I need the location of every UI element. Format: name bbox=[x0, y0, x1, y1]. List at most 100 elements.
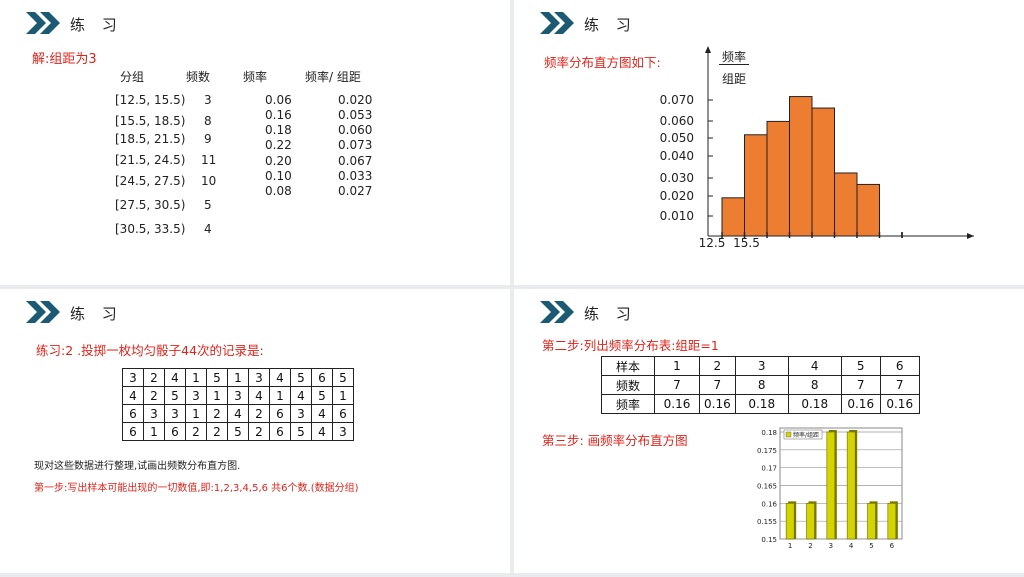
x-tick-label: 1 bbox=[788, 542, 792, 550]
count-value: 3 bbox=[204, 93, 212, 107]
table-cell: 4 bbox=[269, 368, 291, 387]
instruction-note: 现对这些数据进行整理,试画出频数分布直方图. bbox=[34, 461, 241, 472]
table-cell: 6 bbox=[122, 422, 144, 441]
table-row: 频率 0.16 0.16 0.18 0.18 0.16 0.16 bbox=[601, 394, 920, 414]
table-cell: 5 bbox=[206, 368, 228, 387]
exercise-prompt: 练习:2 .投掷一枚均匀骰子44次的记录是: bbox=[36, 343, 264, 358]
table-cell: 0.16 bbox=[879, 394, 920, 414]
table-cell: 0.16 bbox=[840, 394, 881, 414]
histogram-bar bbox=[867, 503, 876, 540]
slide-title: 练 习 bbox=[70, 305, 123, 323]
y-tick-label: 0.040 bbox=[660, 149, 694, 163]
double-chevron-icon bbox=[26, 12, 60, 34]
x-tick-label: 2 bbox=[808, 542, 812, 550]
group-label: [27.5, 30.5) bbox=[115, 198, 186, 212]
histogram-bar bbox=[856, 183, 880, 237]
histogram-bar bbox=[834, 172, 858, 237]
table-cell: 5 bbox=[311, 386, 333, 405]
count-value: 9 bbox=[204, 132, 212, 146]
y-tick-label: 0.155 bbox=[757, 518, 777, 526]
table-cell: 2 bbox=[206, 404, 228, 423]
table-cell: 2 bbox=[248, 404, 270, 423]
frequency-table: 样本 1 2 3 4 5 6 频数 7 7 8 8 7 7 频率 0.16 0.… bbox=[601, 356, 920, 414]
rate-value: 0.08 bbox=[265, 184, 292, 198]
table-cell: 1 bbox=[269, 386, 291, 405]
histogram-bar bbox=[887, 503, 897, 540]
double-chevron-icon bbox=[540, 12, 574, 34]
table-cell: 0.18 bbox=[787, 394, 842, 414]
rate-per-width-value: 0.027 bbox=[338, 184, 373, 198]
histogram-caption: 频率分布直方图如下: bbox=[544, 55, 661, 70]
y-tick-label: 0.15 bbox=[761, 536, 777, 544]
y-tick-label: 0.060 bbox=[660, 114, 694, 128]
table-cell: 0.16 bbox=[654, 394, 700, 414]
table-cell: 5 bbox=[290, 422, 312, 441]
slide-panel-2: 练 习 频率分布直方图如下: 频率 组距 0.070 0.060 0.050 0.04… bbox=[514, 0, 1024, 285]
table-cell: 2 bbox=[143, 386, 165, 405]
legend-swatch bbox=[785, 431, 792, 438]
histogram-bar bbox=[766, 120, 790, 237]
table-cell: 1 bbox=[332, 386, 354, 405]
rate-per-width-value: 0.053 bbox=[338, 108, 373, 122]
table-cell: 4 bbox=[311, 404, 333, 423]
histogram-bar bbox=[826, 431, 836, 540]
table-cell: 6 bbox=[332, 404, 354, 423]
count-value: 5 bbox=[204, 198, 212, 212]
slide-title: 练 习 bbox=[70, 16, 123, 34]
x-tick-label: 5 bbox=[869, 542, 873, 550]
table-cell: 1 bbox=[227, 368, 249, 387]
table-cell: 1 bbox=[185, 368, 207, 387]
histogram-bar bbox=[846, 431, 856, 540]
solution-text: 解:组距为3 bbox=[32, 52, 97, 67]
histogram-bar bbox=[806, 503, 815, 540]
dice-frequency-histogram: 0.18 0.175 0.17 0.165 0.16 0.155 0.15 频率/组距 1 2 3 4… bbox=[757, 427, 903, 550]
group-label: [30.5, 33.5) bbox=[115, 222, 186, 236]
table-cell: 1 bbox=[206, 386, 228, 405]
group-label: [24.5, 27.5) bbox=[115, 174, 186, 188]
group-label: [18.5, 21.5) bbox=[115, 132, 186, 146]
legend-label: 频率/组距 bbox=[793, 431, 819, 439]
rate-value: 0.18 bbox=[265, 123, 292, 137]
table-cell: 3 bbox=[227, 386, 249, 405]
y-axis-arrow bbox=[705, 46, 711, 53]
histogram-bar bbox=[744, 134, 768, 237]
table-cell: 6 bbox=[122, 404, 144, 423]
rate-per-width-value: 0.060 bbox=[338, 123, 373, 137]
slide-panel-4: 练 习 第二步:列出频率分布表:组距=1 样本 1 2 3 4 5 6 频数 7… bbox=[514, 289, 1024, 573]
table-cell: 4 bbox=[122, 386, 144, 405]
rate-per-width-value: 0.067 bbox=[338, 154, 373, 168]
y-tick-label: 0.165 bbox=[757, 483, 777, 491]
table-cell: 2 bbox=[248, 422, 270, 441]
y-tick-label: 0.010 bbox=[660, 209, 694, 223]
table-cell: 4 bbox=[164, 368, 186, 387]
histogram-bar bbox=[811, 107, 835, 237]
histogram-bar bbox=[721, 197, 745, 237]
y-tick-label: 0.030 bbox=[660, 171, 694, 185]
frequency-histogram: 0.070 0.060 0.050 0.040 0.030 0.020 0.010 12.5 1… bbox=[660, 46, 974, 250]
table-cell: 4 bbox=[290, 386, 312, 405]
table-cell: 2 bbox=[185, 422, 207, 441]
group-label: [21.5, 24.5) bbox=[115, 153, 186, 167]
header-rate-per-width: 频率/ 组距 bbox=[305, 70, 361, 84]
y-tick-label: 0.070 bbox=[660, 93, 694, 107]
table-cell: 5 bbox=[227, 422, 249, 441]
count-value: 4 bbox=[204, 222, 212, 236]
table-cell: 4 bbox=[311, 422, 333, 441]
rate-value: 0.22 bbox=[265, 138, 292, 152]
rate-value: 0.06 bbox=[265, 93, 292, 107]
rate-per-width-value: 0.073 bbox=[338, 138, 373, 152]
table-cell: 2 bbox=[143, 368, 165, 387]
y-tick-label: 0.18 bbox=[761, 429, 777, 437]
count-value: 10 bbox=[201, 174, 217, 188]
x-axis-arrow bbox=[967, 233, 974, 239]
slide-title: 练 习 bbox=[584, 305, 637, 323]
header-count: 频数 bbox=[186, 70, 211, 84]
group-label: [12.5, 15.5) bbox=[115, 93, 186, 107]
group-label: [15.5, 18.5) bbox=[115, 114, 186, 128]
fraction-bar bbox=[719, 64, 749, 65]
step-two-label: 第二步:列出频率分布表:组距=1 bbox=[542, 338, 719, 353]
double-chevron-icon bbox=[540, 301, 574, 323]
y-tick-label: 0.020 bbox=[660, 189, 694, 203]
